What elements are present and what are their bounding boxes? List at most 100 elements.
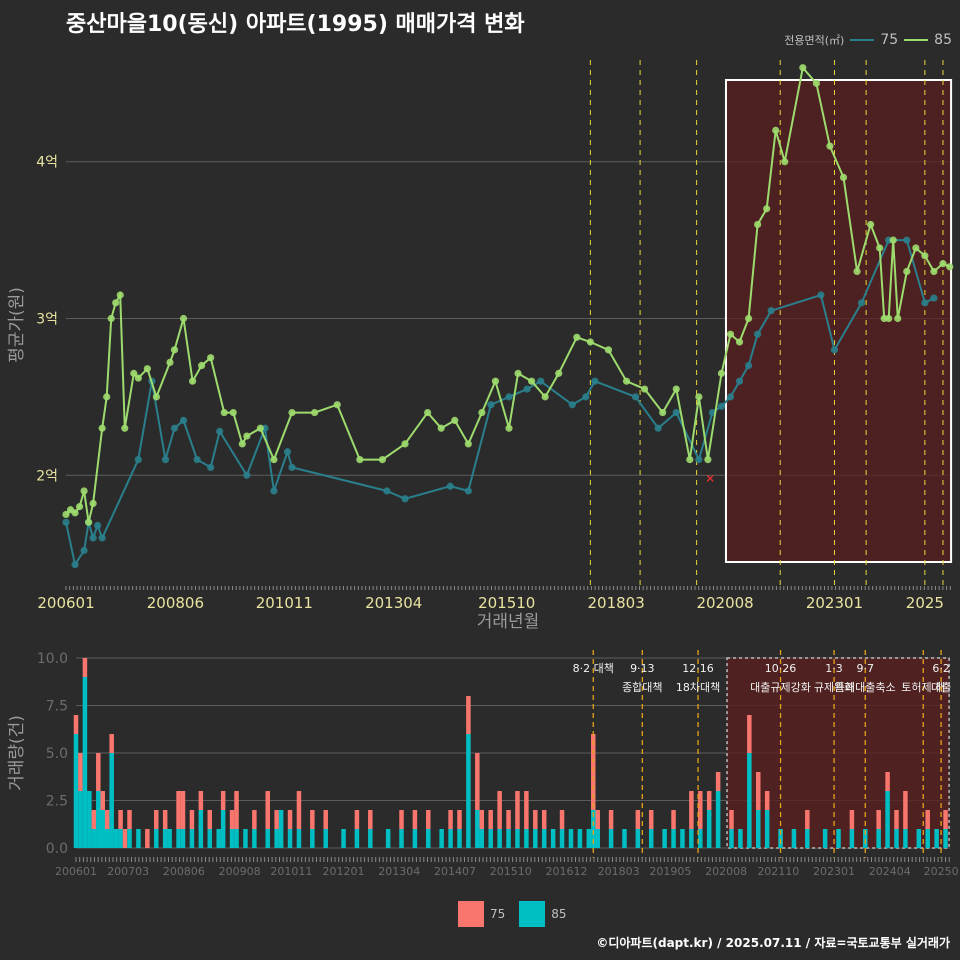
data-point-85 [243, 432, 251, 440]
data-point-85 [889, 236, 897, 244]
bar-85 [118, 829, 123, 848]
data-point-75 [537, 377, 545, 385]
data-point-85 [229, 408, 237, 417]
bar-85 [729, 829, 734, 848]
data-point-75 [930, 294, 938, 302]
policy-name-label: 대출규제강화 [750, 681, 811, 694]
data-point-85 [207, 354, 215, 362]
policy-date-label: 9·7 [857, 662, 875, 675]
bar-85 [73, 734, 79, 848]
bar-85 [104, 829, 110, 848]
data-point-85 [491, 377, 500, 385]
bar-85 [568, 829, 574, 848]
bar-75 [885, 772, 890, 791]
data-point-75 [446, 482, 454, 490]
bar-75 [176, 791, 181, 829]
bar-75 [849, 810, 855, 829]
bar-75 [943, 810, 948, 829]
bar-85 [738, 829, 743, 848]
bar-75 [310, 810, 315, 829]
bar-75 [100, 791, 106, 810]
data-point-85 [555, 369, 563, 377]
data-point-75 [383, 487, 391, 495]
bar-85 [863, 829, 868, 848]
bar-75 [296, 791, 302, 829]
data-point-85 [744, 314, 753, 323]
bar-85 [791, 829, 797, 848]
bar-85 [671, 829, 676, 848]
bar-85 [497, 829, 502, 848]
bottom-legend: 75 85 [458, 901, 567, 927]
bar-85 [764, 810, 770, 848]
data-point-75 [903, 236, 911, 244]
bar-85 [189, 829, 195, 848]
data-point-85 [107, 314, 115, 323]
bar-85 [162, 829, 168, 848]
bar-85 [756, 810, 761, 848]
policy-name-label: 규제완화 [814, 681, 854, 694]
data-point-85 [921, 252, 929, 260]
cancel-marker [706, 474, 714, 482]
data-point-85 [89, 499, 97, 508]
data-point-85 [134, 374, 142, 382]
bar-75 [805, 810, 810, 829]
footer-credit: ©디아파트(dapt.kr) / 2025.07.11 / 자료=국토교통부 실… [596, 936, 950, 950]
data-point-85 [912, 244, 920, 252]
data-point-85 [116, 291, 124, 299]
bar-75 [118, 810, 123, 829]
bar-x-tick-label: 201803 [598, 865, 640, 878]
bar-85 [541, 829, 547, 848]
bar-85 [622, 829, 627, 848]
bar-85 [488, 829, 493, 848]
policy-name-label: 대출 [931, 681, 951, 694]
data-point-75 [288, 463, 296, 472]
data-point-85 [198, 361, 206, 370]
data-point-85 [71, 509, 79, 517]
data-point-85 [876, 244, 884, 252]
data-point-75 [654, 424, 662, 432]
bar-75 [506, 810, 511, 829]
bar-85 [885, 791, 890, 848]
bar-85 [479, 829, 485, 848]
bar-x-tick-label: 200908 [219, 865, 261, 878]
bar-85 [439, 829, 444, 848]
bar-75 [122, 829, 128, 848]
bar-85 [577, 829, 583, 848]
data-point-85 [686, 455, 694, 464]
bar-85 [457, 829, 462, 848]
bar-75 [764, 791, 770, 810]
bar-75 [198, 791, 204, 810]
legend-bar-label-75: 75 [490, 907, 506, 921]
bar-85 [903, 829, 908, 848]
bar-85 [274, 829, 279, 848]
data-point-75 [161, 455, 170, 464]
bar-85 [925, 829, 930, 848]
data-point-85 [130, 369, 138, 377]
bar-85 [127, 829, 132, 848]
data-point-85 [604, 346, 613, 354]
bar-85 [180, 829, 186, 848]
data-point-75 [767, 307, 775, 315]
bar-75 [479, 810, 485, 829]
data-point-75 [62, 518, 70, 526]
bar-75 [368, 810, 373, 829]
data-point-85 [946, 263, 954, 271]
data-point-85 [238, 440, 246, 448]
data-point-75 [80, 546, 88, 555]
bar-85 [154, 829, 159, 848]
data-point-75 [464, 487, 472, 495]
data-point-85 [885, 314, 893, 323]
data-point-75 [754, 330, 762, 338]
data-point-75 [98, 534, 106, 542]
bar-85 [412, 829, 418, 848]
bar-85 [533, 829, 538, 848]
bar-85 [706, 810, 712, 848]
bar-85 [323, 829, 328, 848]
data-point-85 [541, 393, 549, 401]
bar-85 [91, 829, 97, 848]
x-axis-title: 거래년월 [477, 612, 540, 632]
bar-75 [671, 810, 676, 829]
bar-85 [475, 810, 480, 848]
bar-85 [822, 829, 828, 848]
data-point-75 [179, 416, 188, 424]
